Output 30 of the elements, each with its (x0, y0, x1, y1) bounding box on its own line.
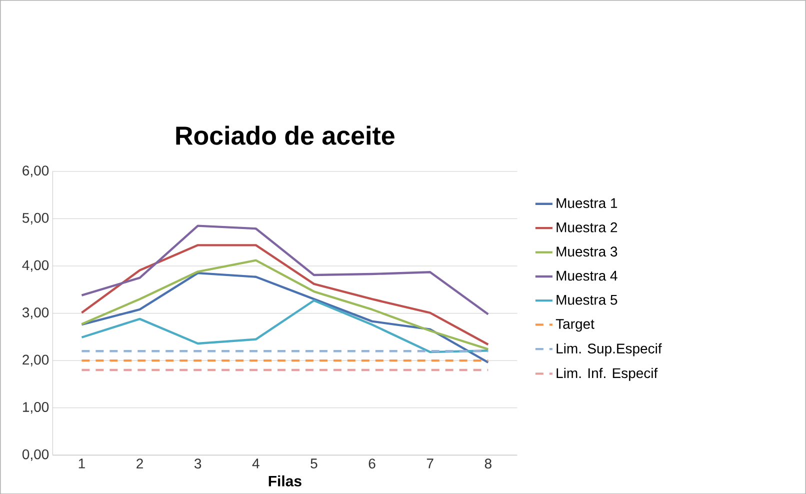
line-series (80, 299, 490, 353)
x-tick-label: 1 (78, 458, 85, 468)
y-tick-label: 1,00 (22, 402, 49, 414)
y-tick-label: 3,00 (22, 307, 49, 319)
line-series (80, 224, 490, 316)
y-tick-label: 5,00 (22, 212, 49, 224)
legend-label: Muestra 5 (556, 294, 618, 305)
line-series (80, 244, 490, 346)
line-series (80, 259, 490, 350)
x-axis-title: Filas (268, 475, 302, 486)
legend-label: Target (556, 318, 594, 332)
x-tick-label: 5 (310, 458, 318, 468)
y-tick-label: 0,00 (22, 449, 49, 461)
y-tick-label: 6,00 (22, 165, 49, 178)
legend-label: Muestra 3 (556, 246, 618, 256)
legend-label: Muestra 1 (556, 198, 618, 208)
x-tick-label: 2 (136, 458, 143, 468)
x-tick-label: 3 (194, 458, 202, 468)
x-tick-label: 7 (426, 458, 434, 468)
x-tick-label: 8 (484, 458, 492, 468)
line-series (80, 272, 490, 364)
x-tick-label: 4 (252, 458, 260, 468)
y-tick-label: 2,00 (22, 354, 49, 366)
legend-label: Lim. Inf. Especif (556, 368, 658, 381)
legend-label: Muestra 2 (556, 222, 618, 232)
legend-label: Muestra 4 (556, 270, 618, 281)
legend-label: Lim. Sup.Especif (556, 343, 662, 356)
x-tick-label: 6 (368, 458, 376, 468)
y-tick-label: 4,00 (22, 260, 49, 272)
chart-title: Rociado de aceite (176, 126, 394, 145)
